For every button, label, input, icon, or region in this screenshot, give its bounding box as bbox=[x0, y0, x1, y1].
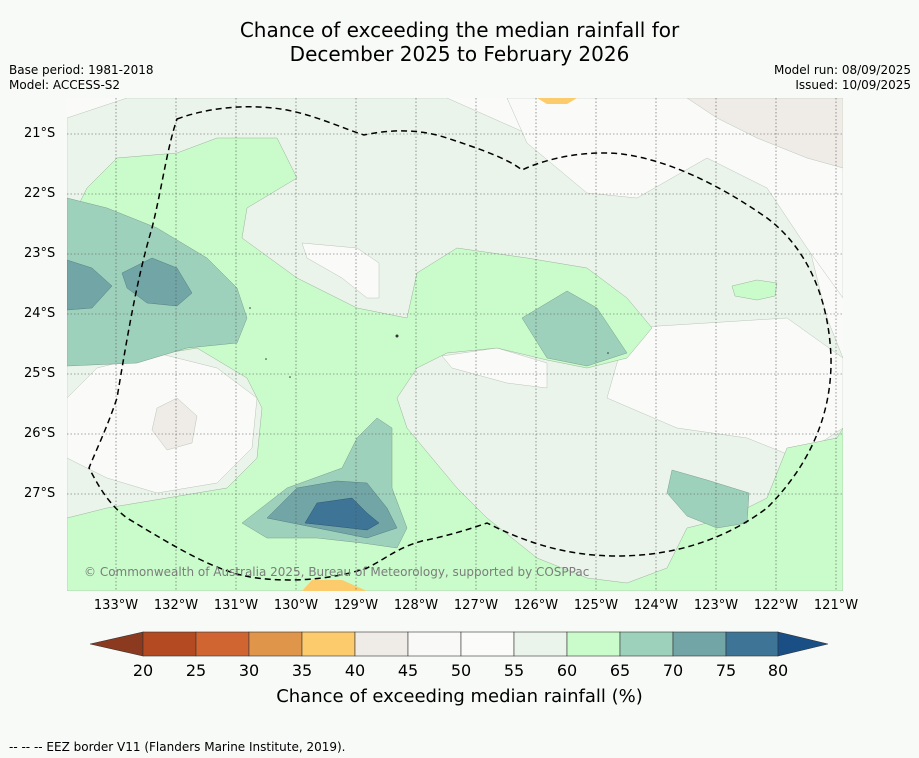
lon-label-130w: 130°W bbox=[273, 598, 319, 613]
lon-label-124w: 124°W bbox=[633, 598, 679, 613]
lon-label-133w: 133°W bbox=[93, 598, 139, 613]
band-70-75-west bbox=[67, 257, 193, 311]
colorbar-tick-65: 65 bbox=[609, 661, 631, 680]
lon-label-125w: 125°W bbox=[573, 598, 619, 613]
colorbar-tick-70: 70 bbox=[662, 661, 684, 680]
colorbar-tick-35: 35 bbox=[291, 661, 313, 680]
lat-label-25s: 25°S bbox=[24, 366, 56, 381]
lon-label-131w: 131°W bbox=[213, 598, 259, 613]
lat-label-22s: 22°S bbox=[24, 186, 56, 201]
colorbar-70-75 bbox=[672, 631, 727, 657]
colorbar-75-80 bbox=[725, 631, 779, 657]
eez-footnote: -- -- -- EEZ border V11 (Flanders Marine… bbox=[9, 740, 346, 754]
islands bbox=[249, 307, 609, 378]
model-info: Base period: 1981-2018 Model: ACCESS-S2 bbox=[9, 63, 154, 93]
colorbar-label: Chance of exceeding median rainfall (%) bbox=[276, 686, 643, 707]
lon-label-121w: 121°W bbox=[813, 598, 859, 613]
model-run: Model run: 08/09/2025 bbox=[773, 63, 911, 77]
map-title: Chance of exceeding the median rainfall … bbox=[0, 18, 919, 66]
colorbar-tick-50: 50 bbox=[450, 661, 472, 680]
colorbar-60-65 bbox=[566, 631, 621, 657]
copyright-notice: © Commonwealth of Australia 2025, Bureau… bbox=[84, 565, 590, 579]
colorbar-tick-25: 25 bbox=[185, 661, 207, 680]
eez-border bbox=[88, 106, 832, 581]
base-period: Base period: 1981-2018 bbox=[9, 63, 154, 77]
lat-label-21s: 21°S bbox=[24, 126, 56, 141]
colorbar-tick-80: 80 bbox=[767, 661, 789, 680]
colorbar-tick-60: 60 bbox=[556, 661, 578, 680]
run-info: Model run: 08/09/2025 Issued: 10/09/2025 bbox=[774, 63, 911, 93]
title-line-1: Chance of exceeding the median rainfall … bbox=[239, 18, 680, 42]
colorbar-65-70 bbox=[619, 631, 674, 657]
band-75-80-south bbox=[304, 497, 380, 531]
lon-label-123w: 123°W bbox=[693, 598, 739, 613]
colorbar-30-35 bbox=[248, 631, 303, 657]
band-35-40-north bbox=[537, 98, 577, 104]
model-name: Model: ACCESS-S2 bbox=[9, 78, 121, 92]
colorbar-tick-20: 20 bbox=[132, 661, 154, 680]
band-65-70-center bbox=[521, 290, 628, 367]
lat-label-26s: 26°S bbox=[24, 426, 56, 441]
colorbar-segments bbox=[142, 631, 779, 657]
band-40-45-southwest bbox=[151, 397, 198, 451]
lon-label-128w: 128°W bbox=[393, 598, 439, 613]
band-40-45-northeast bbox=[686, 98, 843, 169]
colorbar-40-45 bbox=[354, 631, 409, 657]
colorbar-above-80-arrow bbox=[777, 631, 829, 657]
band-35-40-south bbox=[302, 580, 367, 591]
band-45-50-east bbox=[506, 98, 843, 299]
lat-label-23s: 23°S bbox=[24, 246, 56, 261]
map-svg bbox=[67, 98, 843, 591]
band-45-50-central bbox=[301, 242, 380, 299]
colorbar-tick-45: 45 bbox=[397, 661, 419, 680]
issued-date: Issued: 10/09/2025 bbox=[795, 78, 911, 92]
band-60-65-east-patch bbox=[731, 279, 778, 301]
lon-label-132w: 132°W bbox=[153, 598, 199, 613]
colorbar-below-20-arrow bbox=[90, 631, 144, 657]
lat-label-24s: 24°S bbox=[24, 306, 56, 321]
colorbar bbox=[90, 631, 829, 657]
title-line-2: December 2025 to February 2026 bbox=[289, 42, 630, 66]
colorbar-25-30 bbox=[195, 631, 250, 657]
colorbar-55-60 bbox=[513, 631, 568, 657]
lon-label-127w: 127°W bbox=[453, 598, 499, 613]
rainfall-map[interactable] bbox=[67, 98, 843, 591]
colorbar-50-55 bbox=[460, 631, 515, 657]
colorbar-45-50 bbox=[407, 631, 462, 657]
colorbar-tick-75: 75 bbox=[715, 661, 737, 680]
colorbar-tick-55: 55 bbox=[503, 661, 525, 680]
colorbar-20-25 bbox=[142, 631, 197, 657]
colorbar-tick-30: 30 bbox=[238, 661, 260, 680]
lat-label-27s: 27°S bbox=[24, 486, 56, 501]
lon-label-122w: 122°W bbox=[753, 598, 799, 613]
lon-label-129w: 129°W bbox=[333, 598, 379, 613]
band-65-70-southeast bbox=[666, 469, 750, 529]
band-60-65-main bbox=[67, 137, 843, 591]
lon-label-126w: 126°W bbox=[513, 598, 559, 613]
colorbar-35-40 bbox=[301, 631, 356, 657]
colorbar-tick-40: 40 bbox=[344, 661, 366, 680]
